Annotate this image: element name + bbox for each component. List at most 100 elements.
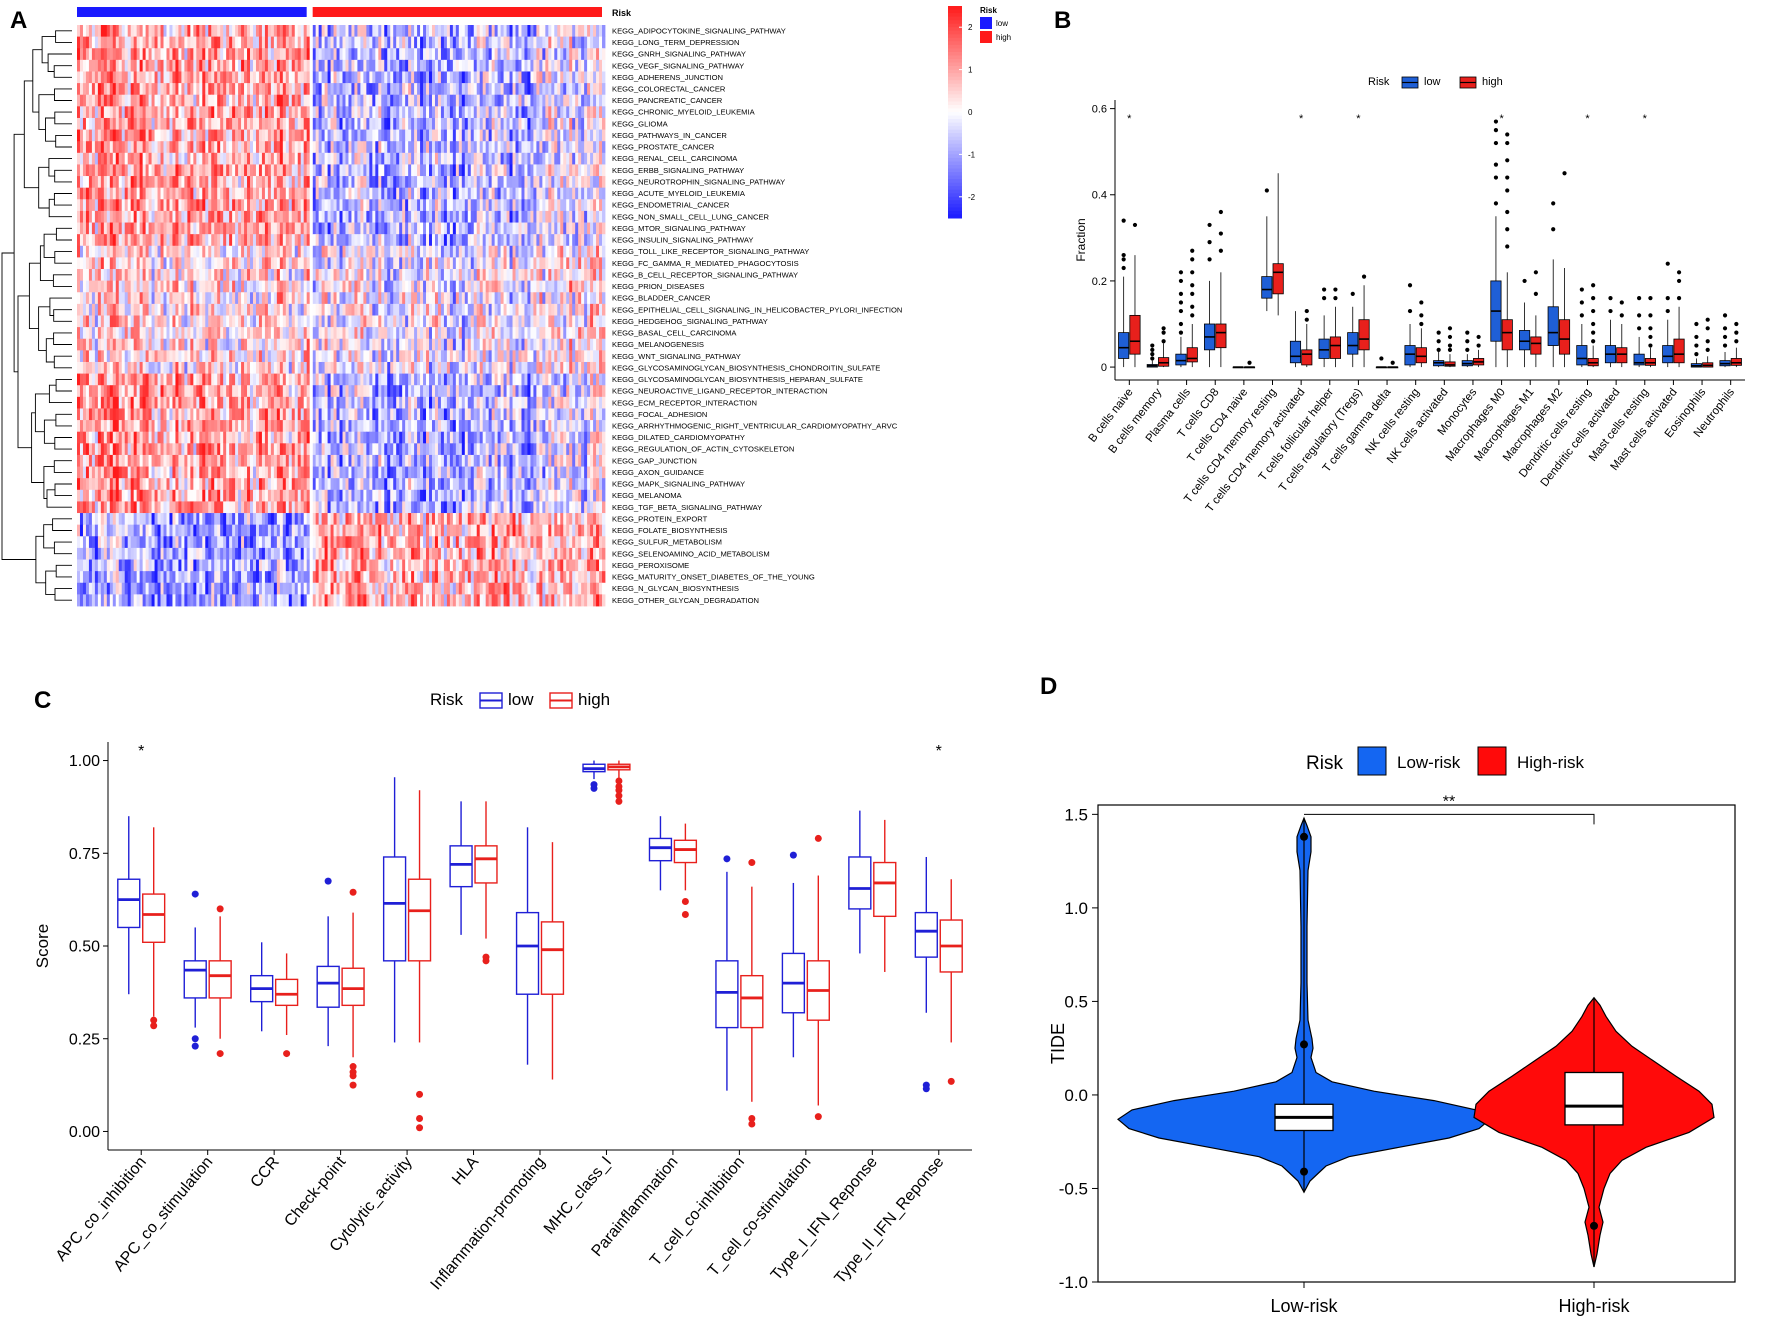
heatmap-cell <box>351 222 355 235</box>
heatmap-cell <box>118 129 123 142</box>
heatmap-cell <box>175 199 179 212</box>
heatmap-cell <box>327 234 331 247</box>
heatmap-cell <box>602 292 606 305</box>
heatmap-cell <box>79 338 84 351</box>
heatmap-cell <box>112 83 117 96</box>
heatmap-cell <box>434 327 439 340</box>
heatmap-cell <box>455 199 460 212</box>
heatmap-cell <box>602 327 606 340</box>
heatmap-cell <box>357 245 361 258</box>
heatmap-cell <box>279 257 284 270</box>
heatmap-cell <box>411 25 415 38</box>
heatmap-cell <box>88 257 93 270</box>
heatmap-cell <box>548 164 552 177</box>
heatmap-cell <box>467 176 472 189</box>
heatmap-cell <box>94 94 99 107</box>
heatmap-cell <box>536 36 540 49</box>
heatmap-cell <box>181 94 185 107</box>
heatmap-cell <box>351 83 355 96</box>
heatmap-cell <box>330 199 334 212</box>
heatmap-cell <box>264 338 269 351</box>
heatmap-cell <box>330 36 334 49</box>
heatmap-cell <box>500 280 504 293</box>
heatmap-cell <box>312 36 317 49</box>
heatmap-cell <box>476 106 481 119</box>
heatmap-cell <box>527 280 531 293</box>
heatmap-cell <box>226 257 230 270</box>
heatmap-cell <box>250 59 254 72</box>
heatmap-cell <box>375 117 379 130</box>
heatmap-cell <box>431 338 436 351</box>
heatmap-cell <box>133 210 138 223</box>
heatmap-cell <box>545 59 549 72</box>
heatmap-cell <box>557 129 561 142</box>
heatmap-cell <box>461 83 466 96</box>
heatmap-cell <box>351 269 355 282</box>
heatmap-cell <box>500 129 504 142</box>
heatmap-cell <box>109 350 114 363</box>
heatmap-cell <box>226 36 230 49</box>
heatmap-cell <box>226 117 230 130</box>
heatmap-cell <box>378 106 382 119</box>
heatmap-cell <box>497 106 501 119</box>
heatmap-cell <box>381 141 385 154</box>
heatmap-cell <box>554 117 558 130</box>
heatmap-cell <box>599 36 603 49</box>
heatmap-cell <box>512 129 516 142</box>
heatmap-cell <box>426 234 430 247</box>
heatmap-cell <box>539 25 543 38</box>
heatmap-cell <box>199 338 203 351</box>
heatmap-cell <box>166 210 170 223</box>
heatmap-cell <box>527 141 531 154</box>
heatmap-cell <box>527 187 531 200</box>
heatmap-cell <box>300 222 305 235</box>
heatmap-cell <box>124 36 129 49</box>
heatmap-cell <box>557 257 561 270</box>
heatmap-cell <box>497 327 501 340</box>
heatmap-cell <box>411 176 415 189</box>
heatmap-cell <box>255 71 260 84</box>
heatmap-cell <box>593 245 597 258</box>
heatmap-cell <box>124 210 129 223</box>
heatmap-cell <box>411 199 415 212</box>
heatmap-cell <box>348 83 352 96</box>
heatmap-cell <box>142 176 147 189</box>
heatmap-cell <box>345 176 349 189</box>
heatmap-cell <box>560 234 564 247</box>
heatmap-cell <box>255 292 260 305</box>
heatmap-cell <box>112 71 117 84</box>
heatmap-cell <box>261 152 266 165</box>
heatmap-cell <box>414 48 418 61</box>
heatmap-cell <box>461 48 466 61</box>
heatmap-cell <box>312 280 317 293</box>
heatmap-cell <box>133 59 138 72</box>
heatmap-cell <box>524 210 528 223</box>
heatmap-cell <box>539 48 543 61</box>
heatmap-cell <box>512 59 516 72</box>
heatmap-cell <box>77 222 81 235</box>
heatmap-cell <box>88 210 93 223</box>
heatmap-cell <box>431 48 436 61</box>
heatmap-cell <box>381 48 385 61</box>
heatmap-cell <box>503 315 507 328</box>
heatmap-cell <box>530 129 534 142</box>
heatmap-cell <box>360 117 364 130</box>
heatmap-cell <box>270 117 275 130</box>
heatmap-cell <box>491 303 496 316</box>
heatmap-cell <box>408 338 412 351</box>
heatmap-cell <box>429 303 433 316</box>
heatmap-cell <box>261 48 266 61</box>
heatmap-cell <box>503 280 507 293</box>
heatmap-cell <box>539 164 543 177</box>
heatmap-cell <box>312 25 317 38</box>
heatmap-cell <box>109 48 114 61</box>
heatmap-cell <box>384 106 388 119</box>
heatmap-cell <box>315 338 320 351</box>
heatmap-cell <box>178 210 182 223</box>
heatmap-cell <box>533 59 537 72</box>
heatmap-cell <box>300 280 305 293</box>
heatmap-cell <box>196 152 200 165</box>
heatmap-cell <box>437 83 442 96</box>
heatmap-cell <box>443 141 448 154</box>
heatmap-cell <box>288 106 293 119</box>
